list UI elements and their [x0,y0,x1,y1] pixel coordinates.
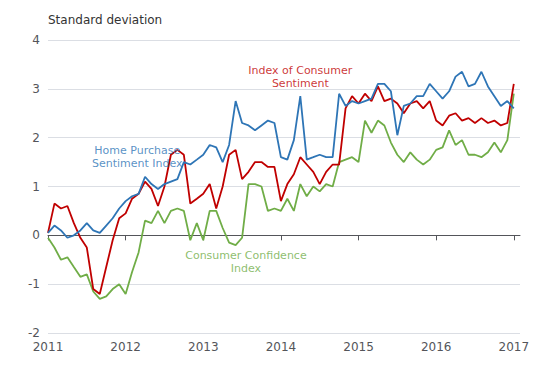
svg-text:2011: 2011 [33,340,64,354]
svg-text:4: 4 [32,33,40,47]
svg-text:Index of Consumer: Index of Consumer [248,64,352,77]
svg-text:Index: Index [231,262,262,275]
svg-text:Consumer Confidence: Consumer Confidence [185,249,307,262]
svg-text:Standard deviation: Standard deviation [48,13,162,27]
svg-text:3: 3 [32,82,40,96]
svg-text:Sentiment: Sentiment [272,77,330,90]
svg-text:2013: 2013 [188,340,219,354]
svg-text:2017: 2017 [499,340,530,354]
svg-text:1: 1 [32,180,40,194]
svg-text:2: 2 [32,131,40,145]
svg-text:Home Purchase: Home Purchase [94,144,180,157]
svg-text:-2: -2 [28,326,40,340]
svg-text:2014: 2014 [266,340,297,354]
svg-text:Sentiment Index: Sentiment Index [92,157,183,170]
svg-text:2016: 2016 [421,340,452,354]
svg-text:0: 0 [32,228,40,242]
svg-text:-1: -1 [28,277,40,291]
svg-text:2012: 2012 [110,340,141,354]
svg-text:2015: 2015 [343,340,374,354]
